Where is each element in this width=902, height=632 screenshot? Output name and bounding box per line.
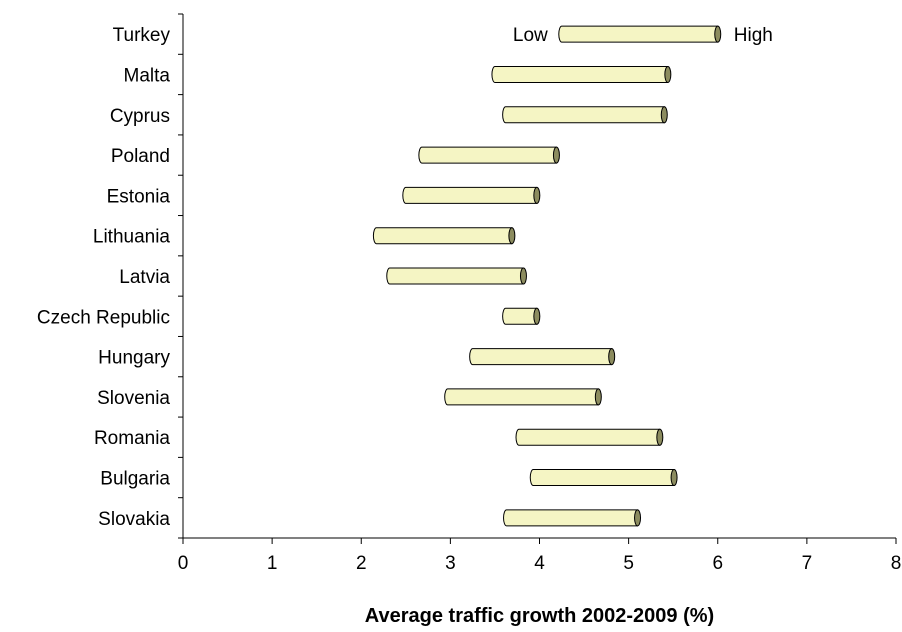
- range-bar: [515, 428, 664, 446]
- category-label: Latvia: [119, 267, 170, 288]
- range-bar: [558, 25, 722, 43]
- x-tick-label: 5: [623, 553, 634, 574]
- range-bar-body: [444, 388, 599, 406]
- range-bar: [444, 388, 602, 406]
- range-bar-body: [402, 186, 538, 204]
- range-bar-body: [502, 106, 665, 124]
- range-bar-body: [386, 267, 524, 285]
- x-tick-labels: 0 1 2 3 4 5 6 7 8: [178, 553, 902, 574]
- range-bar-body: [558, 25, 719, 43]
- range-bar: [503, 509, 642, 527]
- category-label: Slovakia: [98, 509, 170, 530]
- range-bar-cap: [634, 509, 642, 527]
- x-tick-label: 6: [712, 553, 723, 574]
- high-annotation: High: [734, 25, 773, 46]
- category-label: Lithuania: [93, 227, 171, 248]
- range-bar-cap: [533, 186, 541, 204]
- range-bar: [402, 186, 541, 204]
- x-tick-label: 8: [891, 553, 902, 574]
- category-labels: Turkey Malta Cyprus Poland Estonia Lithuania L…: [37, 25, 171, 530]
- range-bar-cap: [519, 267, 527, 285]
- category-label: Poland: [111, 146, 170, 167]
- range-bar-body: [502, 307, 538, 325]
- range-bar-body: [503, 509, 639, 527]
- range-bar-cap: [533, 307, 541, 325]
- x-tick-label: 4: [534, 553, 545, 574]
- range-bar-cap: [608, 348, 616, 366]
- range-bar: [469, 348, 616, 366]
- x-tick-label: 7: [802, 553, 813, 574]
- range-bar-body: [469, 348, 613, 366]
- x-tick-label: 2: [356, 553, 367, 574]
- low-annotation: Low: [513, 25, 548, 46]
- range-bar-cap: [552, 146, 560, 164]
- range-bar-cap: [656, 428, 664, 446]
- category-label: Turkey: [113, 25, 171, 46]
- category-label: Estonia: [107, 186, 171, 207]
- category-label: Hungary: [98, 348, 170, 369]
- range-bar-body: [372, 227, 513, 245]
- x-tick-label: 3: [445, 553, 456, 574]
- range-bar: [418, 146, 560, 164]
- axes: [178, 13, 897, 544]
- category-label: Bulgaria: [100, 469, 170, 490]
- range-bar-body: [529, 469, 675, 487]
- category-label: Slovenia: [97, 388, 170, 409]
- x-tick-label: 1: [267, 553, 278, 574]
- range-bar: [372, 227, 516, 245]
- range-bar-body: [491, 65, 669, 83]
- range-bar-cap: [714, 25, 722, 43]
- range-bar-cap: [670, 469, 678, 487]
- range-bar-body: [418, 146, 557, 164]
- range-bars: [372, 25, 722, 527]
- range-bar-cap: [594, 388, 602, 406]
- category-label: Romania: [94, 428, 170, 449]
- range-bar: [502, 106, 668, 124]
- range-bar: [491, 65, 672, 83]
- range-bar: [529, 469, 678, 487]
- category-label: Czech Republic: [37, 307, 170, 328]
- category-label: Cyprus: [110, 106, 170, 127]
- category-label: Malta: [124, 65, 171, 86]
- range-bar-cap: [664, 65, 672, 83]
- range-bar-cap: [508, 227, 516, 245]
- range-bar-cap: [660, 106, 668, 124]
- range-bar: [502, 307, 541, 325]
- range-bar-body: [515, 428, 661, 446]
- x-tick-label: 0: [178, 553, 189, 574]
- range-bar: [386, 267, 527, 285]
- x-axis-title: Average traffic growth 2002-2009 (%): [365, 605, 714, 627]
